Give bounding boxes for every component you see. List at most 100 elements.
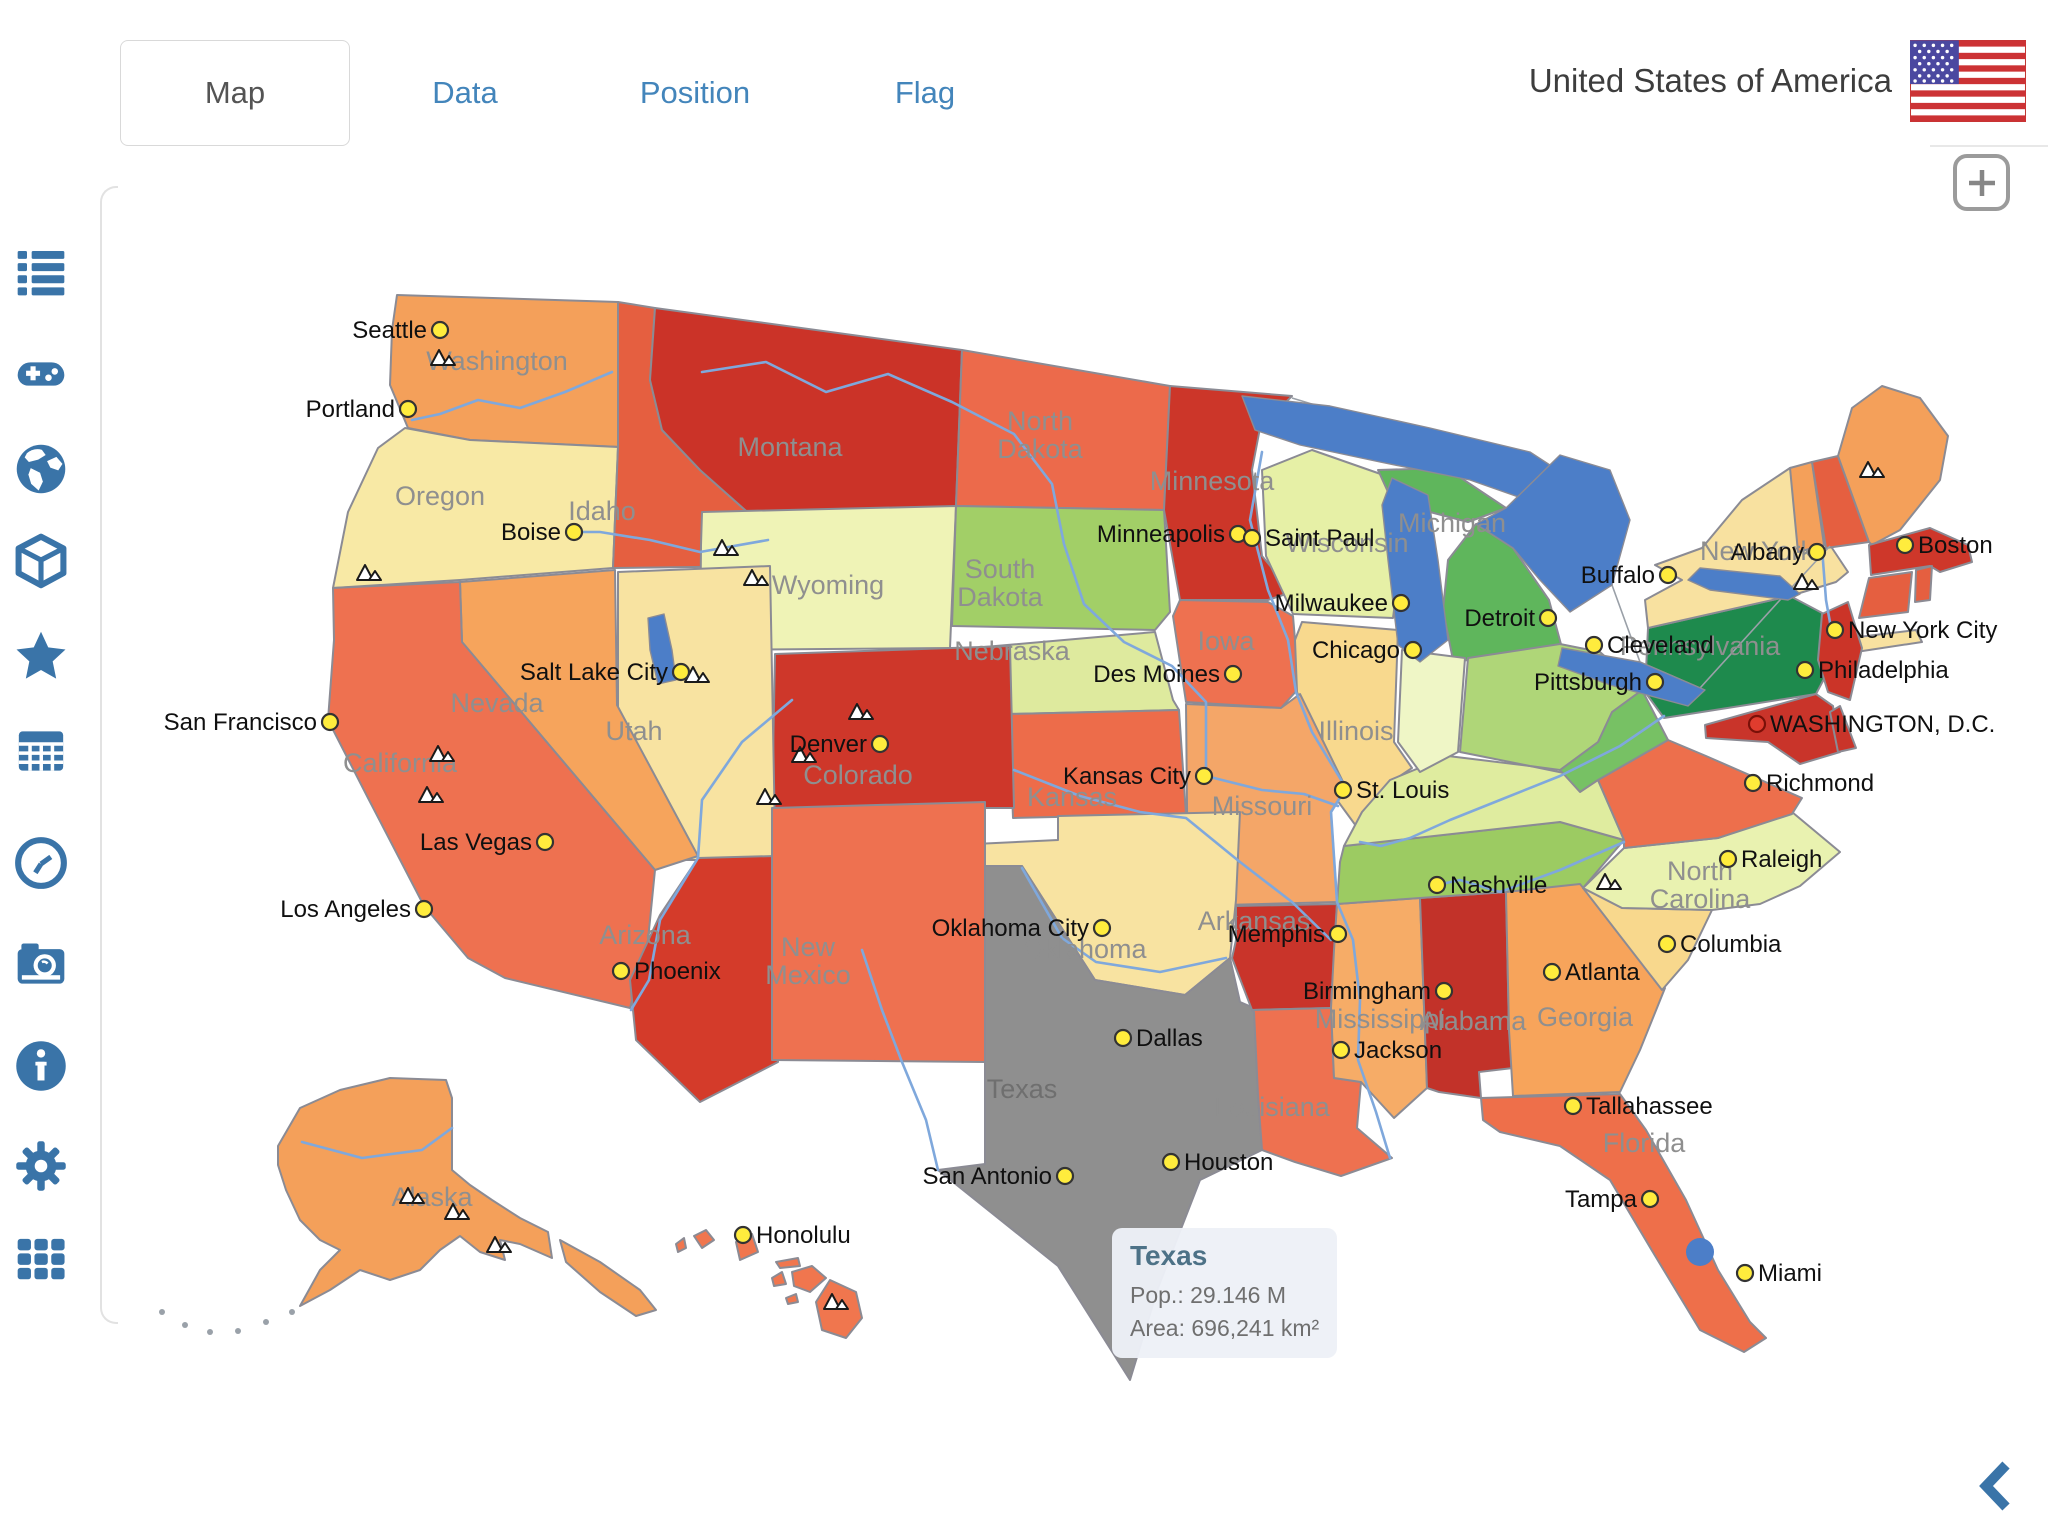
city-chicago[interactable]: Chicago xyxy=(1312,637,1423,664)
lake-erie xyxy=(1557,647,1706,707)
city-label-san-francisco: San Francisco xyxy=(164,709,317,736)
city-jackson[interactable]: Jackson xyxy=(1331,1037,1442,1064)
city-nashville[interactable]: Nashville xyxy=(1427,872,1547,899)
city-columbia[interactable]: Columbia xyxy=(1657,931,1782,958)
state-florida[interactable] xyxy=(1480,1093,1767,1353)
city-new-york-city[interactable]: New York City xyxy=(1825,617,1997,644)
city-cleveland[interactable]: Cleveland xyxy=(1584,632,1714,659)
city-milwaukee[interactable]: Milwaukee xyxy=(1275,590,1411,617)
city-label-saint-paul: Saint Paul xyxy=(1265,525,1374,552)
city-oklahoma-city[interactable]: Oklahoma City xyxy=(932,915,1112,942)
state-alabama[interactable] xyxy=(1419,891,1514,1099)
city-birmingham[interactable]: Birmingham xyxy=(1303,978,1454,1005)
mountain-icon xyxy=(399,1187,425,1204)
city-st-louis[interactable]: St. Louis xyxy=(1333,777,1449,804)
state-oregon[interactable] xyxy=(332,427,619,589)
city-pittsburgh[interactable]: Pittsburgh xyxy=(1534,669,1665,696)
city-albany[interactable]: Albany xyxy=(1731,539,1827,566)
city-label-albany: Albany xyxy=(1731,539,1804,566)
tab-position[interactable]: Position xyxy=(639,75,751,110)
zoom-in-button[interactable] xyxy=(1953,154,2010,211)
gear-icon[interactable] xyxy=(13,1138,69,1194)
city-seattle[interactable]: Seattle xyxy=(352,317,450,344)
city-label-tallahassee: Tallahassee xyxy=(1586,1093,1713,1120)
gamepad-icon[interactable] xyxy=(13,346,69,402)
city-honolulu[interactable]: Honolulu xyxy=(733,1222,851,1249)
state-iowa[interactable] xyxy=(1172,599,1300,709)
state-delaware[interactable] xyxy=(1829,705,1857,753)
state-south-dakota[interactable] xyxy=(951,505,1171,631)
city-label-washington-dc: WASHINGTON, D.C. xyxy=(1770,711,1995,738)
city-san-francisco[interactable]: San Francisco xyxy=(164,709,340,736)
city-label-new-york-city: New York City xyxy=(1848,617,1997,644)
city-dallas[interactable]: Dallas xyxy=(1113,1025,1203,1052)
state-label-illinois: Illinois xyxy=(1318,716,1393,746)
state-texas[interactable] xyxy=(937,865,1263,1381)
clock-icon[interactable] xyxy=(13,835,69,891)
city-portland[interactable]: Portland xyxy=(306,396,418,423)
city-philadelphia[interactable]: Philadelphia xyxy=(1795,657,1949,684)
state-indiana[interactable] xyxy=(1397,649,1466,773)
state-maine[interactable] xyxy=(1837,385,1949,546)
city-miami[interactable]: Miami xyxy=(1735,1260,1822,1287)
city-buffalo[interactable]: Buffalo xyxy=(1581,562,1678,589)
list-icon[interactable] xyxy=(13,244,69,300)
river-red-river xyxy=(1020,866,1228,974)
city-label-honolulu: Honolulu xyxy=(756,1222,851,1249)
cube-icon[interactable] xyxy=(13,533,69,589)
grid-icon[interactable] xyxy=(13,1231,69,1287)
city-washington-dc[interactable]: WASHINGTON, D.C. xyxy=(1747,711,1995,738)
city-san-antonio[interactable]: San Antonio xyxy=(923,1163,1075,1190)
city-atlanta[interactable]: Atlanta xyxy=(1542,959,1640,986)
star-icon[interactable] xyxy=(13,628,69,684)
info-icon[interactable] xyxy=(13,1038,69,1094)
tab-map[interactable]: Map xyxy=(120,40,350,146)
city-las-vegas[interactable]: Las Vegas xyxy=(420,829,555,856)
state-connecticut[interactable] xyxy=(1858,571,1913,619)
globe-icon[interactable] xyxy=(13,441,69,497)
city-label-nashville: Nashville xyxy=(1450,872,1547,899)
tab-flag[interactable]: Flag xyxy=(894,75,956,110)
city-boise[interactable]: Boise xyxy=(501,519,584,546)
camera-icon[interactable] xyxy=(13,936,69,992)
state-illinois[interactable] xyxy=(1294,621,1413,831)
city-label-kansas-city: Kansas City xyxy=(1063,763,1191,790)
city-kansas-city[interactable]: Kansas City xyxy=(1063,763,1214,790)
city-denver[interactable]: Denver xyxy=(790,731,890,758)
tab-data[interactable]: Data xyxy=(432,75,498,110)
state-rhode-island[interactable] xyxy=(1914,565,1933,603)
state-new-mexico[interactable] xyxy=(771,801,986,1063)
lake-okeechobee xyxy=(1686,1238,1714,1266)
city-tallahassee[interactable]: Tallahassee xyxy=(1563,1093,1713,1120)
city-boston[interactable]: Boston xyxy=(1895,532,1993,559)
aleutian-island xyxy=(263,1319,269,1325)
city-minneapolis[interactable]: Minneapolis xyxy=(1097,521,1248,548)
city-saint-paul[interactable]: Saint Paul xyxy=(1242,525,1374,552)
city-label-jackson: Jackson xyxy=(1354,1037,1442,1064)
city-memphis[interactable]: Memphis xyxy=(1228,921,1348,948)
state-label-wyoming: Wyoming xyxy=(772,570,884,600)
city-detroit[interactable]: Detroit xyxy=(1464,605,1558,632)
state-tooltip: Texas Pop.: 29.146 M Area: 696,241 km² xyxy=(1112,1228,1338,1359)
mountain-icon xyxy=(1596,873,1622,890)
state-massachusetts[interactable] xyxy=(1868,527,1973,576)
state-maryland[interactable] xyxy=(1704,693,1841,765)
state-label-florida: Florida xyxy=(1603,1128,1687,1158)
state-vermont[interactable] xyxy=(1789,461,1825,553)
city-richmond[interactable]: Richmond xyxy=(1743,770,1874,797)
city-los-angeles[interactable]: Los Angeles xyxy=(280,896,434,923)
lake-ontario xyxy=(1687,567,1801,601)
city-phoenix[interactable]: Phoenix xyxy=(611,958,721,985)
tab-bar: Map Data Position Flag xyxy=(120,40,1040,146)
state-label-north-dakota: North Dakota xyxy=(997,406,1084,464)
city-tampa[interactable]: Tampa xyxy=(1565,1186,1660,1213)
collapse-arrow-icon[interactable] xyxy=(1978,1460,2014,1517)
city-salt-lake-city[interactable]: Salt Lake City xyxy=(520,659,691,686)
country-header: United States of America xyxy=(1529,40,2026,122)
city-houston[interactable]: Houston xyxy=(1161,1149,1273,1176)
state-alaska[interactable] xyxy=(277,1077,657,1317)
table-icon[interactable] xyxy=(13,723,69,779)
city-des-moines[interactable]: Des Moines xyxy=(1093,661,1243,688)
city-raleigh[interactable]: Raleigh xyxy=(1718,846,1822,873)
